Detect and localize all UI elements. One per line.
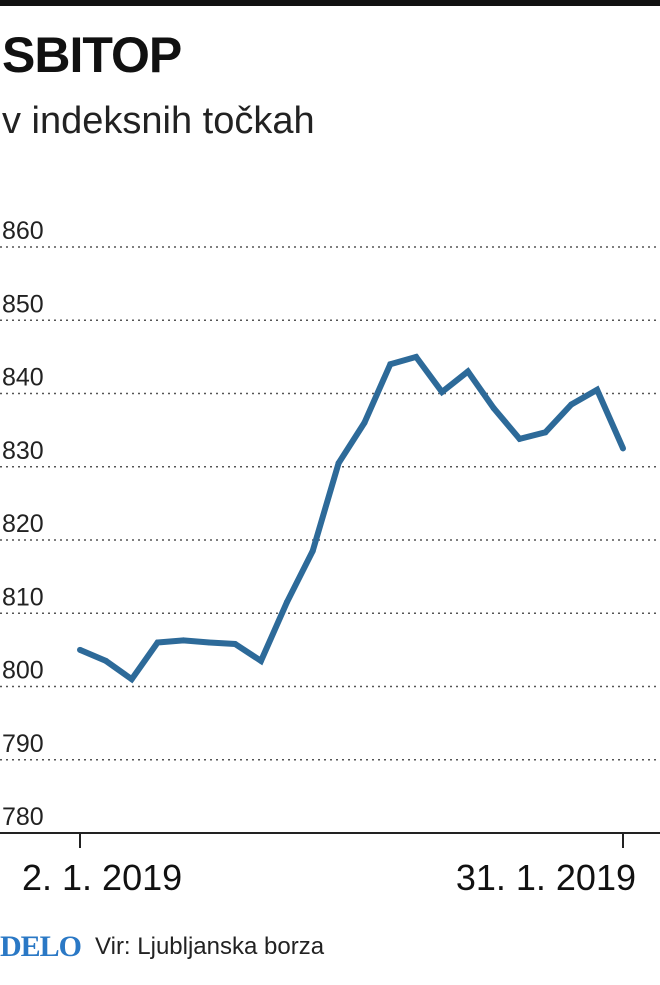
series-point-2 <box>128 676 135 683</box>
grid-layer <box>0 246 660 761</box>
chart-title: SBITOP <box>2 27 182 83</box>
x-tick-label-1: 31. 1. 2019 <box>456 857 636 898</box>
series-point-0 <box>77 646 83 653</box>
y-tick-label-820: 820 <box>2 510 44 538</box>
series-point-21 <box>620 445 626 452</box>
y-tick-label-800: 800 <box>2 657 44 685</box>
y-tick-label-780: 780 <box>2 803 44 831</box>
y-axis-ticks: 860 850 840 830 820 810 800 790 780 <box>2 217 44 831</box>
y-tick-label-840: 840 <box>2 364 44 392</box>
series-point-11 <box>361 419 368 426</box>
series-point-20 <box>594 386 601 393</box>
series-point-19 <box>568 401 575 408</box>
series-point-6 <box>232 641 239 648</box>
y-tick-label-850: 850 <box>2 290 44 318</box>
y-tick-label-790: 790 <box>2 730 44 758</box>
series-point-4 <box>180 637 187 644</box>
series-point-17 <box>516 435 523 442</box>
series-point-7 <box>258 657 264 664</box>
series-layer <box>77 353 626 684</box>
y-tick-label-830: 830 <box>2 437 44 465</box>
y-tick-label-810: 810 <box>2 583 44 611</box>
series-point-9 <box>309 547 316 554</box>
series-point-16 <box>490 405 497 412</box>
series-point-18 <box>542 429 549 436</box>
series-point-3 <box>154 639 161 646</box>
footer: DELO Vir: Ljubljanska borza <box>0 930 324 964</box>
series-point-1 <box>102 657 109 664</box>
series-point-13 <box>413 353 420 360</box>
series-point-14 <box>439 389 445 396</box>
series-point-8 <box>283 599 290 606</box>
top-rule <box>0 0 660 6</box>
source-note: Vir: Ljubljanska borza <box>95 933 325 960</box>
series-point-5 <box>206 639 213 646</box>
series-point-12 <box>387 361 394 368</box>
series-line <box>78 353 626 684</box>
x-tick-label-0: 2. 1. 2019 <box>22 857 182 898</box>
delo-logo: DELO <box>0 930 82 963</box>
series-point-10 <box>335 460 342 467</box>
chart-subtitle: v indeksnih točkah <box>2 100 315 142</box>
x-axis-ticks: 2. 1. 2019 31. 1. 2019 <box>22 833 636 898</box>
y-tick-label-860: 860 <box>2 217 44 245</box>
series-point-15 <box>464 368 471 375</box>
